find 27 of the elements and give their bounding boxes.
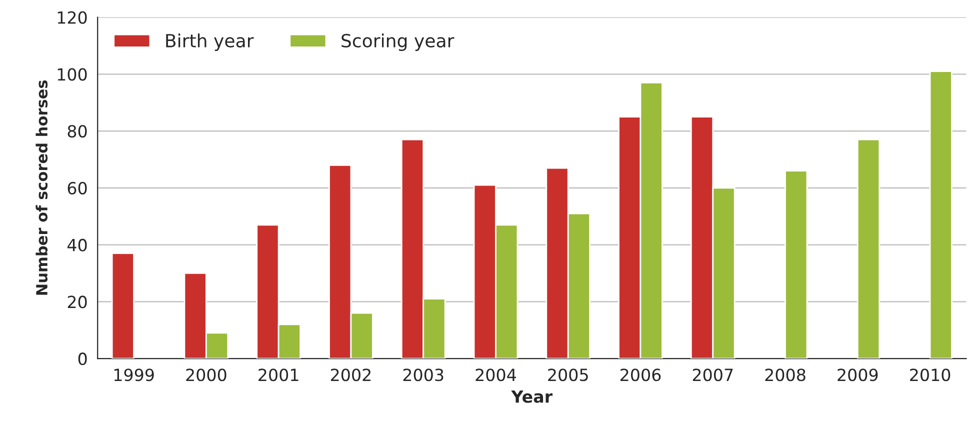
y-tick-label: 0 (78, 352, 87, 366)
y-tick-label: 20 (68, 296, 87, 308)
x-tick-label: 2005 (548, 368, 588, 382)
legend-label: Birth year (166, 34, 254, 52)
bar (111, 252, 134, 359)
x-tick-label: 2007 (692, 368, 733, 382)
x-tick-label: 2002 (330, 368, 370, 382)
bar (929, 70, 952, 359)
bar (784, 170, 808, 359)
x-axis-title: Year (511, 390, 553, 403)
x-tick-label: 1999 (114, 368, 154, 382)
x-tick-label: 2000 (186, 368, 226, 382)
x-tick-label: 2008 (765, 368, 806, 382)
y-tick-label: 100 (58, 68, 87, 81)
x-tick-label: 2004 (476, 368, 516, 382)
x-tick-label: 2009 (838, 368, 878, 382)
bar (856, 138, 880, 359)
x-tick-label: 2001 (258, 368, 298, 382)
y-tick-label: 40 (67, 238, 87, 252)
y-tick-label: 120 (58, 11, 87, 24)
y-tick-label: 80 (68, 125, 87, 138)
x-tick-label: 2003 (403, 368, 444, 382)
y-tick-label: 60 (68, 182, 87, 194)
x-tick-label: 2006 (620, 368, 661, 382)
legend-label: Scoring year (342, 34, 454, 52)
y-axis-title: Number of scored horses (36, 80, 48, 295)
x-tick-label: 2010 (910, 368, 950, 382)
